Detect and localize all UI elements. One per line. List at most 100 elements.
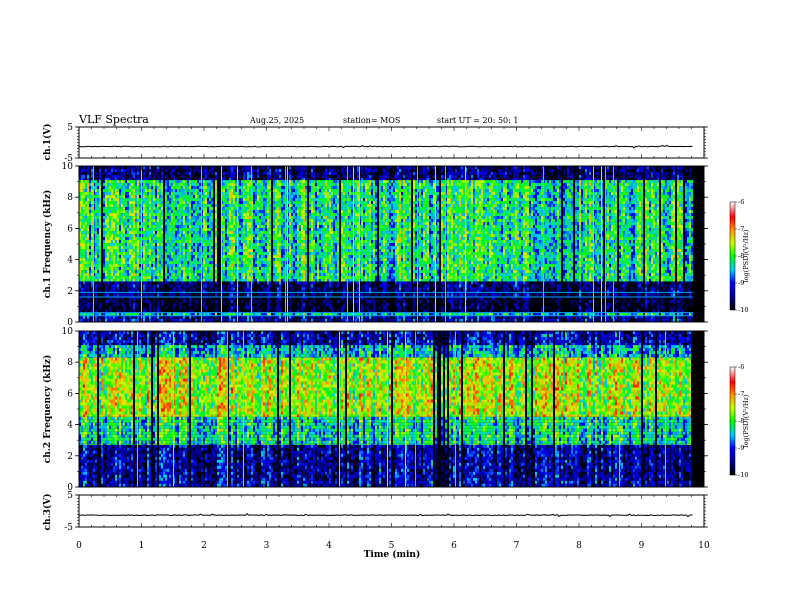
spectrogram-cell (199, 293, 201, 297)
spectrogram-cell (185, 297, 187, 301)
spectrogram-cell (245, 178, 247, 181)
spectrogram-cell (111, 293, 113, 297)
spectrogram-cell (169, 279, 171, 282)
spectrogram-cell (215, 276, 217, 280)
spectrogram-cell (79, 183, 81, 187)
spectrogram-cell (89, 204, 91, 208)
spectrogram-cell (121, 258, 123, 262)
spectrogram-cell (249, 240, 251, 244)
spectrogram-cell (81, 306, 83, 310)
spectrogram-cell (115, 186, 117, 190)
spectrogram-cell (243, 255, 245, 259)
spectrogram-cell (225, 228, 227, 232)
spectrogram-cell (181, 246, 183, 250)
spectrogram-cell (127, 175, 129, 178)
spectrogram-cell (169, 210, 171, 214)
spectrogram-cell (219, 207, 221, 211)
spectrogram-cell (233, 201, 235, 205)
spectrogram-cell (175, 183, 177, 187)
spectrogram-cell (213, 175, 215, 178)
spectrogram-cell (91, 287, 93, 291)
spectrogram-cell (109, 284, 111, 288)
spectrogram-cell (115, 246, 117, 250)
spectrogram-cell (175, 300, 177, 304)
spectrogram-cell (137, 210, 139, 214)
spectrogram-cell (241, 222, 243, 226)
spectrogram-cell (165, 186, 167, 190)
spectrogram-cell (155, 186, 157, 190)
spectrogram-cell (133, 189, 135, 193)
spectrogram-cell (87, 180, 89, 184)
spectrogram-cell (207, 180, 209, 184)
spectrogram-cell (211, 198, 213, 202)
spectrogram-cell (209, 192, 211, 196)
spectrogram-cell (161, 312, 163, 316)
spectrogram-cell (133, 219, 135, 223)
spectrogram-cell (225, 284, 227, 288)
y-tick-label: 5 (67, 123, 73, 133)
spectrogram-cell (157, 183, 159, 187)
spectrogram-cell (217, 293, 219, 297)
spectrogram-cell (119, 303, 121, 307)
spectrogram-cell (217, 315, 219, 319)
spectrogram-cell (119, 258, 121, 262)
spectrogram-cell (147, 216, 149, 220)
spectrogram-cell (187, 279, 189, 282)
spectrogram-cell (229, 201, 231, 205)
spectrogram-cell (233, 219, 235, 223)
spectrogram-cell (189, 267, 191, 271)
spectrogram-cell (159, 258, 161, 262)
spectrogram-cell (109, 246, 111, 250)
spectrogram-cell (99, 261, 101, 265)
spectrogram-cell (161, 219, 163, 223)
spectrogram-cell (175, 303, 177, 307)
spectrogram-cell (113, 255, 115, 259)
spectrogram-cell (125, 216, 127, 220)
spectrogram-cell (177, 303, 179, 307)
spectrogram-cell (185, 172, 187, 175)
spectrogram-cell (195, 228, 197, 232)
spectrogram-cell (163, 172, 165, 175)
spectrogram-cell (123, 237, 125, 241)
spectrogram-cell (101, 201, 103, 205)
spectrogram-cell (103, 261, 105, 265)
spectrogram-cell (207, 175, 209, 178)
spectrogram-cell (123, 180, 125, 184)
spectrogram-cell (247, 216, 249, 220)
spectrogram-cell (137, 264, 139, 268)
spectrogram-cell (135, 312, 137, 316)
spectrogram-cell (245, 180, 247, 184)
spectrogram-cell (215, 175, 217, 178)
spectrogram-cell (209, 249, 211, 253)
spectrogram-cell (155, 234, 157, 238)
spectrogram-cell (241, 297, 243, 301)
spectrogram-cell (129, 178, 131, 181)
spectrogram-cell (111, 318, 113, 322)
spectrogram-cell (209, 198, 211, 202)
spectrogram-cell (193, 219, 195, 223)
spectrogram-cell (169, 201, 171, 205)
spectrogram-cell (159, 270, 161, 274)
spectrogram-cell (165, 172, 167, 175)
spectrogram-cell (189, 258, 191, 262)
spectrogram-cell (213, 192, 215, 196)
spectrogram-cell (111, 172, 113, 175)
spectrogram-cell (91, 303, 93, 307)
spectrogram-cell (233, 207, 235, 211)
spectrogram-cell (199, 216, 201, 220)
spectrogram-cell (215, 309, 217, 313)
spectrogram-cell (163, 300, 165, 304)
spectrogram-cell (179, 219, 181, 223)
spectrogram-cell (239, 309, 241, 313)
spectrogram-cell (115, 198, 117, 202)
spectrogram-cell (215, 270, 217, 274)
spectrogram-cell (105, 264, 107, 268)
spectrogram-cell (215, 303, 217, 307)
spectrogram-cell (203, 222, 205, 226)
spectrogram-cell (81, 303, 83, 307)
spectrogram-cell (215, 297, 217, 301)
spectrogram-cell (217, 255, 219, 259)
spectrogram-cell (167, 186, 169, 190)
spectrogram-cell (151, 306, 153, 310)
spectrogram-cell (211, 204, 213, 208)
